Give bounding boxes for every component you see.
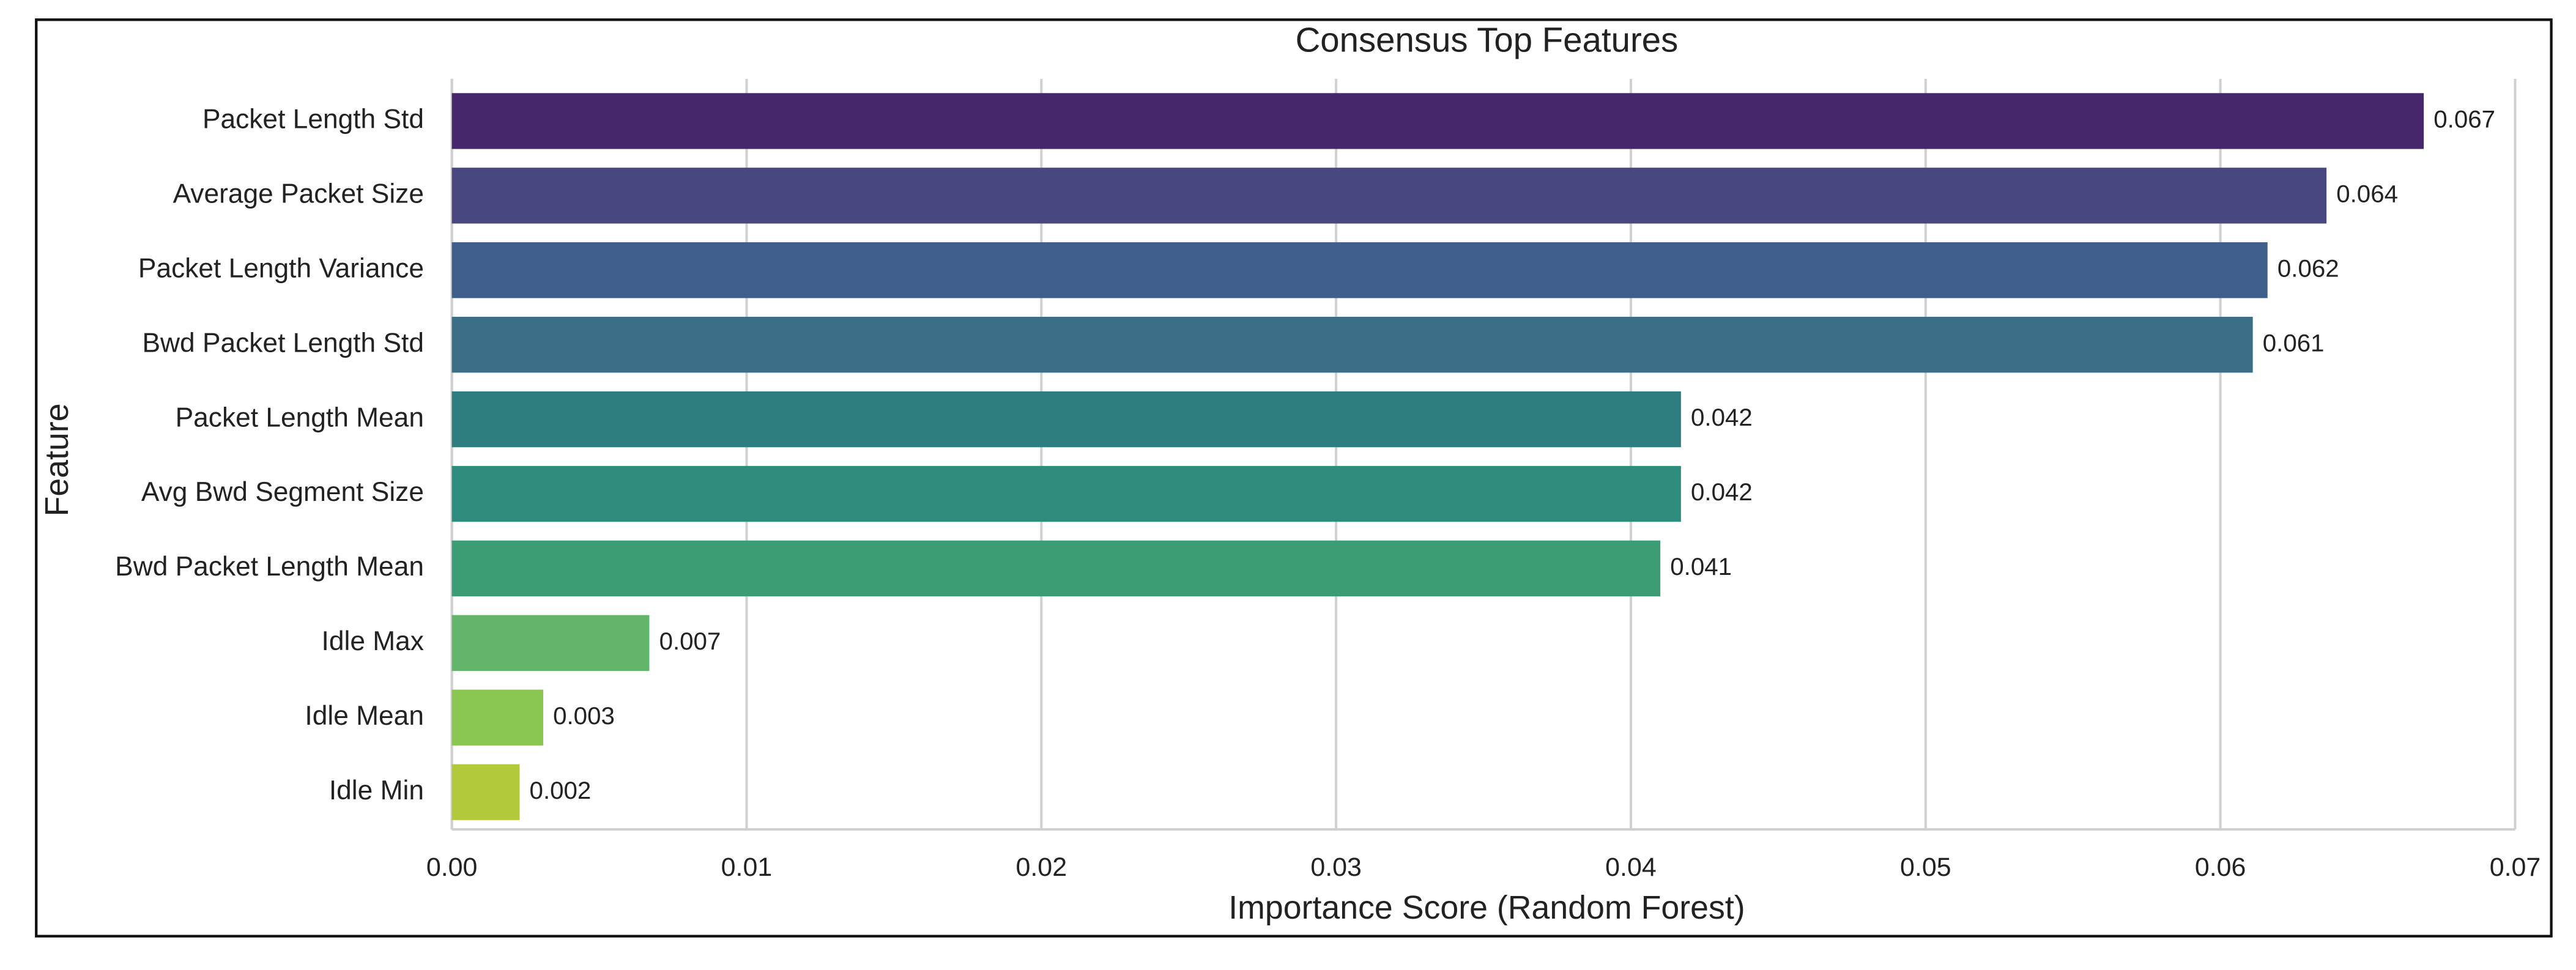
bar: [451, 242, 2268, 298]
value-label: 0.007: [659, 628, 721, 655]
x-tick-label: 0.05: [1900, 853, 1951, 882]
value-label: 0.002: [530, 777, 592, 804]
x-tick-label: 0.01: [721, 853, 773, 882]
y-tick-label: Bwd Packet Length Std: [142, 328, 424, 358]
x-tick-label: 0.03: [1310, 853, 1362, 882]
y-tick-label: Packet Length Variance: [138, 253, 424, 283]
y-tick-label: Avg Bwd Segment Size: [141, 477, 424, 507]
bar: [451, 689, 543, 746]
y-tick-label: Packet Length Mean: [176, 402, 424, 432]
y-tick-label: Packet Length Std: [202, 105, 424, 135]
x-tick-label: 0.02: [1016, 853, 1067, 882]
y-tick-label: Bwd Packet Length Mean: [115, 552, 424, 582]
bar: [451, 317, 2253, 373]
chart-title: Consensus Top Features: [1296, 21, 1679, 59]
y-axis-label: Feature: [39, 403, 75, 516]
frame: [35, 18, 2553, 938]
value-label: 0.067: [2433, 106, 2495, 133]
bar: [451, 168, 2327, 224]
x-tick-label: 0.00: [426, 853, 478, 882]
bar: [451, 540, 1661, 597]
bar: [451, 391, 1681, 448]
bar: [451, 93, 2424, 149]
y-tick-label: Idle Min: [329, 776, 424, 805]
y-tick-label: Average Packet Size: [173, 179, 424, 209]
value-label: 0.041: [1670, 553, 1732, 580]
bar: [451, 465, 1681, 522]
y-tick-label: Idle Mean: [305, 701, 424, 731]
bar: [451, 615, 650, 671]
bar: [451, 764, 520, 820]
x-tick-label: 0.04: [1605, 853, 1657, 882]
value-label: 0.062: [2277, 254, 2339, 282]
value-label: 0.064: [2336, 180, 2398, 207]
x-tick-label: 0.06: [2195, 853, 2246, 882]
x-tick-label: 0.07: [2490, 853, 2541, 882]
y-tick-label: Idle Max: [322, 626, 424, 656]
value-label: 0.042: [1691, 404, 1753, 431]
value-label: 0.003: [553, 702, 615, 730]
x-axis-label: Importance Score (Random Forest): [1228, 889, 1745, 926]
value-label: 0.042: [1691, 478, 1753, 506]
value-label: 0.061: [2263, 329, 2325, 357]
